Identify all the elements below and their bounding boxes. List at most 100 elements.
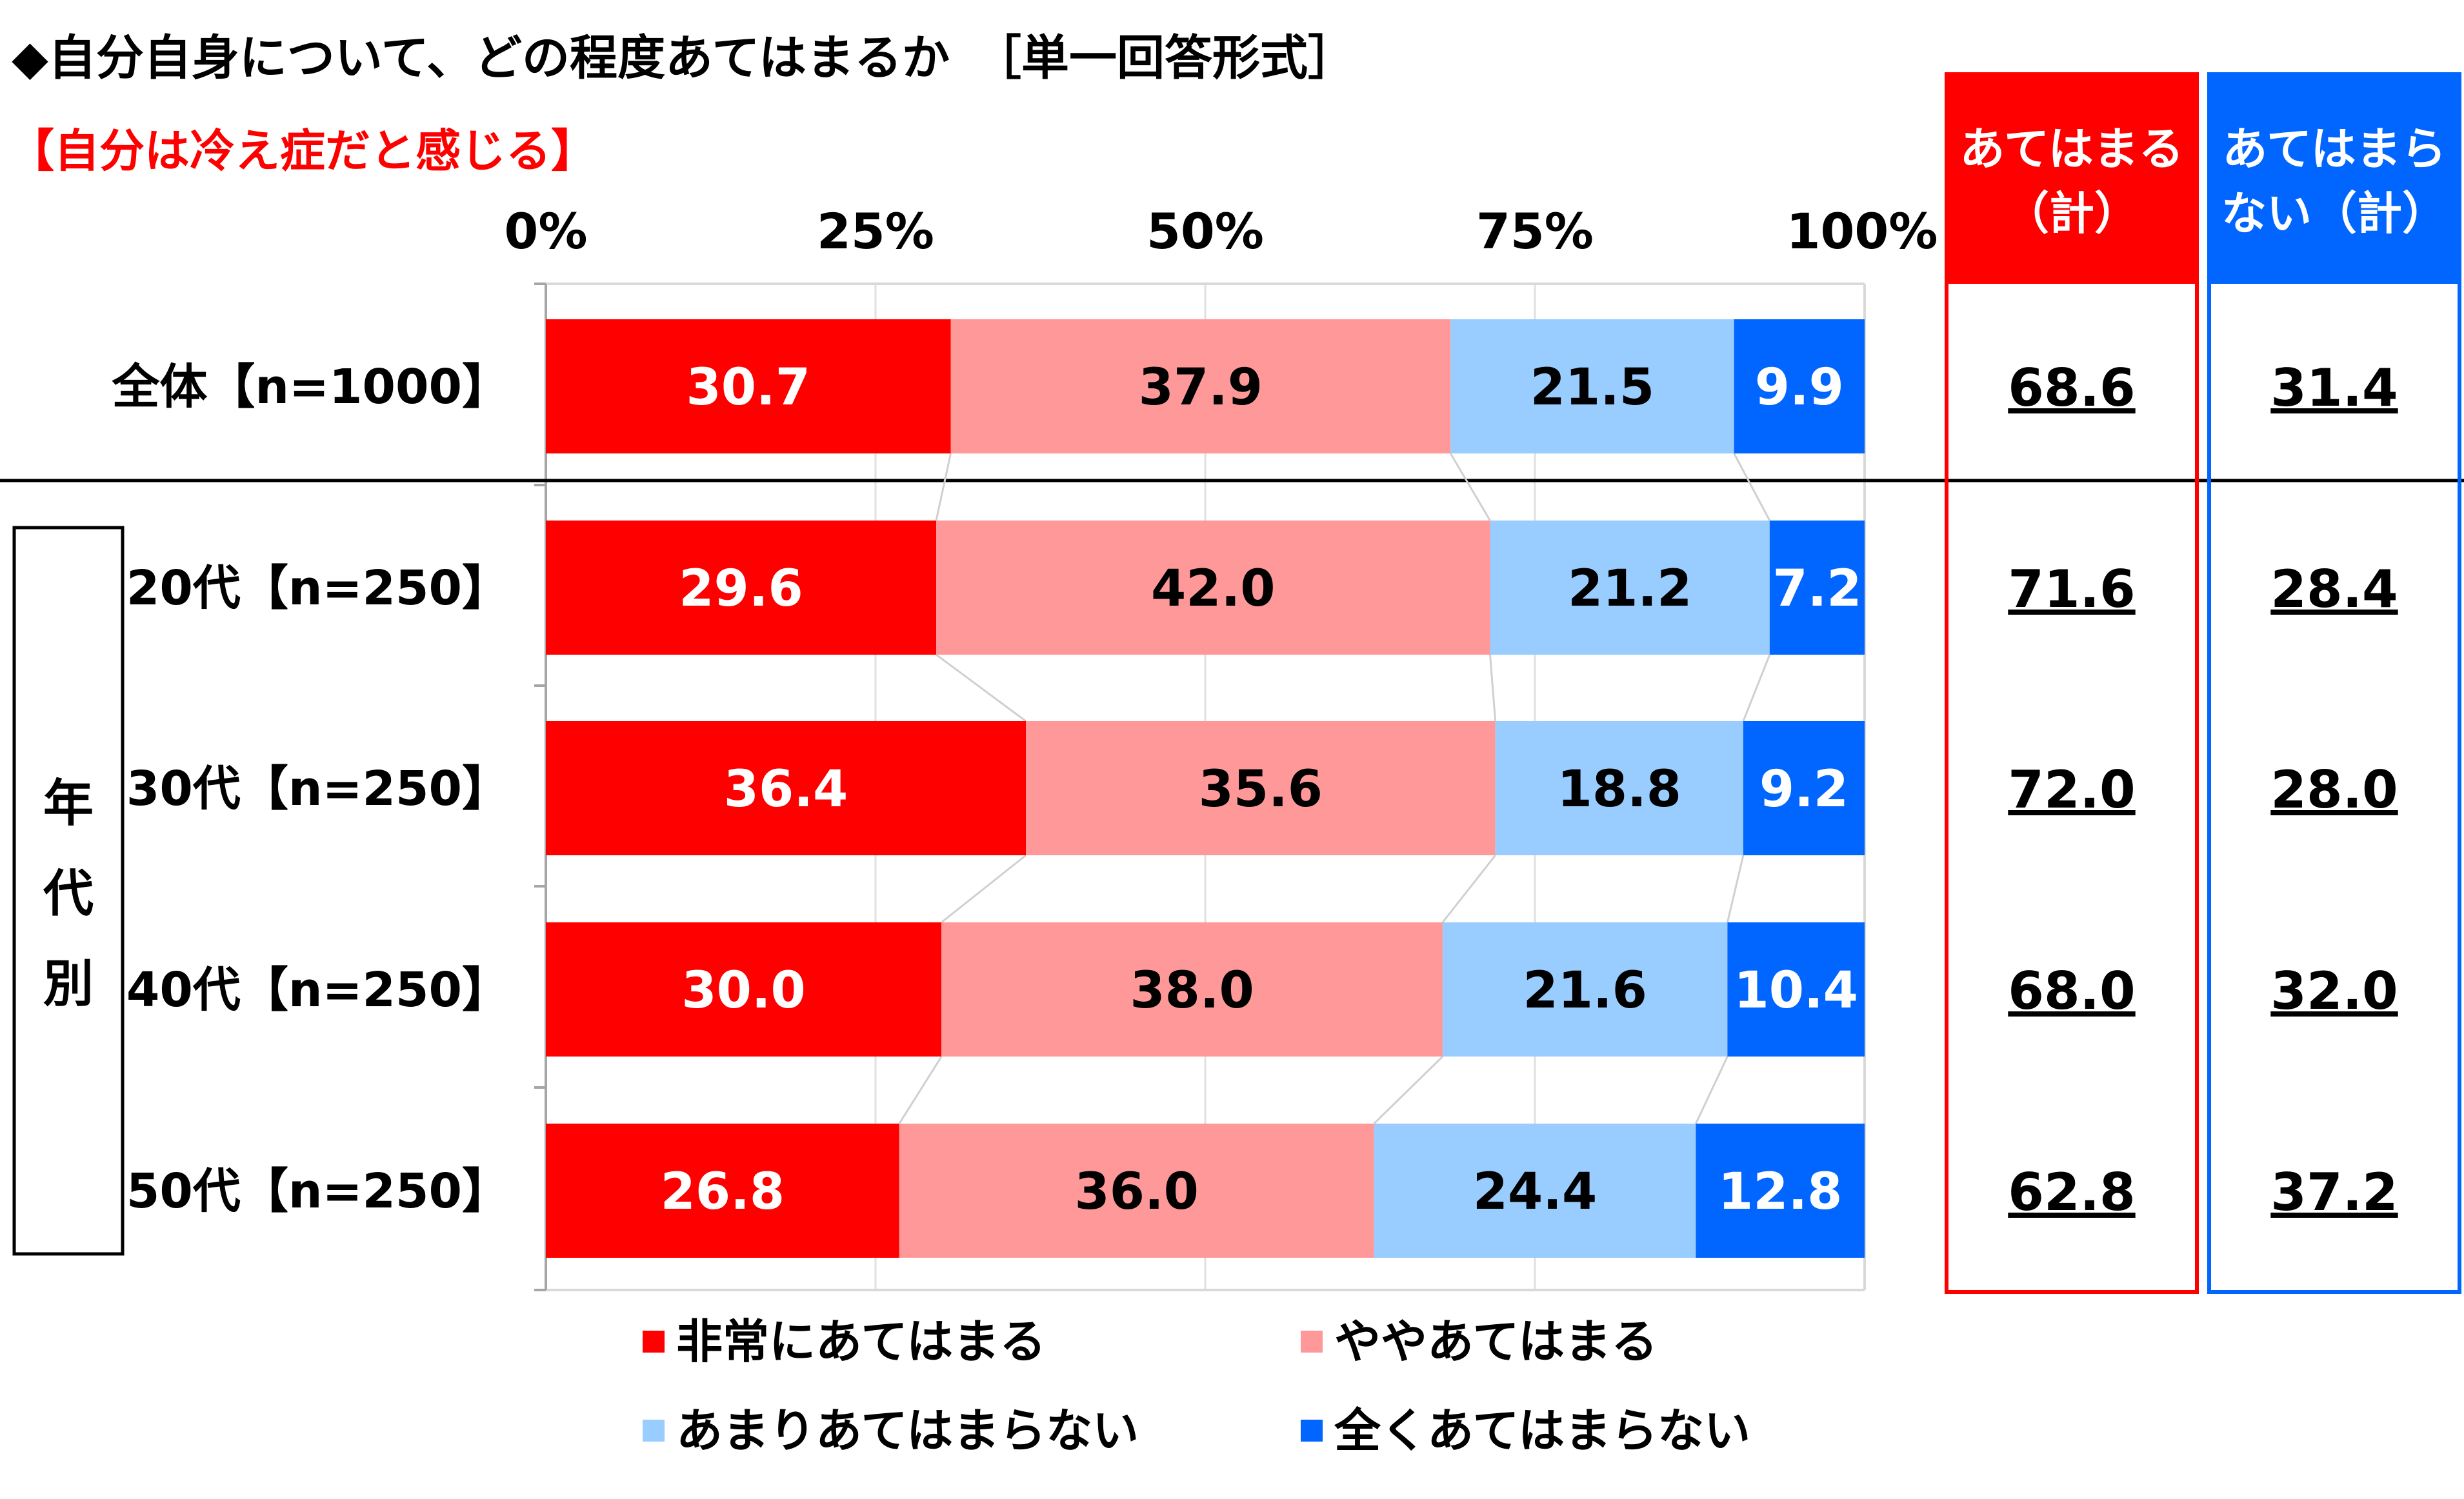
bar-segment <box>546 922 942 1057</box>
x-tick-label: 25% <box>817 203 934 260</box>
x-tick-label: 0% <box>504 203 587 260</box>
category-label: 40代【n=250】 <box>126 962 510 1018</box>
total-value: 28.4 <box>2270 559 2398 619</box>
bar-segment <box>1743 721 1865 855</box>
total-value: 72.0 <box>2008 760 2135 820</box>
total-column-frame <box>2207 72 2461 1294</box>
bar-value-label: 36.0 <box>1074 1163 1198 1221</box>
bar-value-label: 26.8 <box>661 1163 785 1221</box>
bar-segment <box>546 1124 899 1258</box>
total-value: 71.6 <box>2008 559 2135 619</box>
total-header-text: あてはまら <box>2222 123 2446 175</box>
x-tick-label: 100% <box>1787 203 1938 260</box>
series-connector-line <box>1695 1056 1728 1124</box>
bar-segment <box>941 922 1443 1057</box>
series-connector-line <box>1733 453 1771 521</box>
bar-segment <box>546 319 951 453</box>
x-tick-label: 75% <box>1476 203 1594 260</box>
total-value: 31.4 <box>2270 358 2398 418</box>
bar-value-label: 18.8 <box>1558 760 1681 819</box>
chart-subtitle: 【自分は冷え症だと感じる】 <box>9 124 596 177</box>
total-value: 68.0 <box>2008 961 2135 1021</box>
group-label-char: 代 <box>43 865 94 923</box>
series-connector-line <box>1726 855 1745 923</box>
bar-value-label: 7.2 <box>1772 560 1861 618</box>
legend-label: 全くあてはまらない <box>1334 1404 1750 1458</box>
bar-segment <box>1442 922 1728 1057</box>
bar-value-label: 9.9 <box>1755 359 1844 417</box>
bar-segment <box>899 1124 1374 1258</box>
bar-segment <box>950 319 1451 453</box>
category-label: 20代【n=250】 <box>126 561 510 616</box>
bar-segment <box>1734 319 1865 453</box>
bar-layer <box>546 319 1865 1258</box>
bar-value-label: 30.7 <box>686 359 810 417</box>
bar-segment <box>1490 521 1770 655</box>
bar-segment <box>1495 721 1743 855</box>
series-connector-line <box>935 453 952 521</box>
connector-layer <box>898 453 1771 1125</box>
bar-value-label: 30.0 <box>681 962 805 1020</box>
category-label: 全体【n=1000】 <box>111 359 510 415</box>
total-value: 68.6 <box>2008 358 2135 418</box>
legend-label: ややあてはまる <box>1334 1315 1658 1369</box>
bar-value-label: 10.4 <box>1734 962 1858 1020</box>
total-value: 62.8 <box>2008 1162 2135 1222</box>
bar-segment <box>1727 922 1865 1057</box>
group-label-char: 別 <box>43 955 94 1013</box>
series-connector-line <box>1449 453 1491 521</box>
bar-segment <box>1769 521 1865 655</box>
legend-swatch <box>1301 1420 1323 1442</box>
legend-label: あまりあてはまらない <box>676 1404 1139 1458</box>
total-value: 37.2 <box>2270 1162 2398 1222</box>
bar-value-label: 38.0 <box>1130 962 1254 1020</box>
total-value: 28.0 <box>2270 760 2398 820</box>
total-column-frame <box>1945 72 2199 1294</box>
bar-segment <box>1374 1124 1696 1258</box>
total-header-text: （計） <box>2004 187 2139 240</box>
bar-segment <box>1696 1124 1865 1258</box>
legend-swatch <box>643 1331 665 1353</box>
series-connector-line <box>1489 654 1497 722</box>
total-header-text: ない（計） <box>2221 187 2447 240</box>
series-connector-line <box>1373 1055 1443 1125</box>
bar-segment <box>936 521 1490 655</box>
bar-value-label: 21.5 <box>1530 359 1654 417</box>
bar-segment <box>1450 319 1734 453</box>
x-tick-label: 50% <box>1147 203 1264 260</box>
bar-value-label: 42.0 <box>1151 560 1275 618</box>
bar-value-label: 21.6 <box>1523 962 1647 1020</box>
bar-value-label: 9.2 <box>1759 760 1848 819</box>
legend-swatch <box>1301 1331 1323 1353</box>
total-value: 32.0 <box>2270 961 2398 1021</box>
series-connector-line <box>898 1056 943 1124</box>
label-layer: 0% 25% 50% 75% 100% 30.7 37.9 21.5 9.9 全体【n=1000】… <box>12 203 1938 1256</box>
series-connector-line <box>1742 654 1771 722</box>
bar-segment <box>1026 721 1496 855</box>
bar-value-label: 24.4 <box>1473 1163 1597 1221</box>
bar-value-label: 29.6 <box>679 560 803 618</box>
bar-segment <box>546 721 1027 855</box>
bar-value-label: 35.6 <box>1199 760 1323 819</box>
category-label: 30代【n=250】 <box>126 761 510 817</box>
totals-layer: あてはまる （計） 68.6 71.6 72.0 68.0 62.8 あてはまらない（計） 31… <box>1945 72 2461 1294</box>
chart-title: ◆自分自身について、どの程度あてはまるか ［単一回答形式］ <box>12 30 1356 86</box>
series-connector-line <box>1441 855 1496 923</box>
total-header-box <box>1947 74 2197 284</box>
total-header-box <box>2209 74 2459 284</box>
bar-value-label: 12.8 <box>1718 1163 1842 1221</box>
group-label-box <box>12 526 125 1256</box>
bar-value-label: 37.9 <box>1139 359 1263 417</box>
legend-swatch <box>643 1420 665 1442</box>
series-connector-line <box>941 854 1027 924</box>
bar-value-label: 36.4 <box>724 760 848 819</box>
legend-label: 非常にあてはまる <box>676 1315 1046 1369</box>
bar-value-label: 21.2 <box>1568 560 1692 618</box>
group-label-char: 年 <box>43 775 94 833</box>
series-connector-line <box>936 653 1027 722</box>
category-label: 50代【n=250】 <box>126 1164 510 1219</box>
bar-segment <box>546 521 937 655</box>
total-header-text: あてはまる <box>1959 123 2183 175</box>
